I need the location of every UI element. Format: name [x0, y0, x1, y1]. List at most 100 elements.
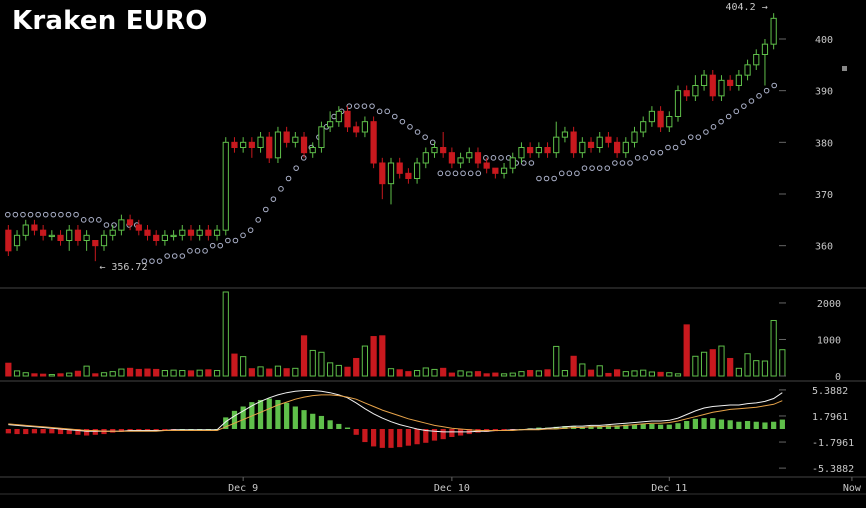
volume-bar — [48, 374, 55, 377]
volume-bar — [753, 360, 760, 377]
volume-bar — [13, 370, 21, 377]
volume-bar — [222, 291, 229, 377]
volume-bar — [231, 353, 238, 377]
candle-body — [187, 229, 195, 236]
volume-bar — [553, 345, 560, 377]
volume-bar — [57, 373, 64, 377]
x-tick-label: Dec 9 — [228, 483, 258, 494]
macd-hist-bar — [388, 429, 394, 448]
psar-dot — [278, 186, 284, 192]
psar-dot — [354, 103, 360, 109]
low-price-label: ← 356.72 — [99, 262, 147, 273]
volume-bar — [561, 370, 569, 377]
psar-dot — [209, 242, 216, 249]
macd-hist-bar — [75, 429, 81, 435]
candle-body — [100, 234, 108, 247]
volume-bar — [518, 371, 525, 377]
candle-body — [161, 234, 168, 241]
volume-bar — [387, 368, 395, 377]
candle-body — [222, 141, 229, 231]
psar-dot — [574, 170, 580, 177]
volume-bar — [135, 368, 142, 377]
macd-hist-bar — [266, 398, 272, 429]
candle-body — [31, 224, 38, 231]
macd-hist-bar — [710, 418, 716, 429]
candle-body — [57, 234, 64, 241]
candle-body — [118, 219, 125, 231]
volume-bar — [83, 365, 90, 377]
volume-bar — [666, 372, 673, 377]
volume-bar — [248, 368, 255, 377]
volume-bar — [118, 368, 125, 377]
candle-body — [422, 152, 429, 164]
candle-body — [492, 167, 499, 174]
psar-dot — [50, 211, 57, 218]
psar-dot — [369, 103, 375, 109]
macd-hist-bar — [92, 429, 98, 435]
candle-body — [413, 162, 421, 179]
volume-bar — [674, 373, 682, 377]
volume-bar — [614, 369, 621, 377]
volume-bar — [535, 370, 542, 377]
candle-body — [553, 136, 560, 154]
psar-dot — [619, 160, 626, 166]
x-tick-label: Now — [843, 483, 862, 494]
candle-body — [74, 229, 82, 242]
volume-bar — [257, 366, 264, 377]
psar-dot — [725, 113, 732, 120]
candle-body — [683, 90, 690, 97]
psar-dot — [483, 155, 489, 161]
candle-body — [266, 136, 273, 159]
volume-bar — [692, 355, 699, 377]
macd-hist-bar — [353, 429, 359, 435]
psar-dot — [642, 155, 649, 161]
psar-dot — [20, 211, 26, 218]
price-tick-label: 400 — [815, 35, 833, 46]
macd-hist-bar — [231, 410, 238, 429]
candle-body — [153, 234, 160, 241]
volume-bar — [179, 370, 186, 377]
psar-dot — [460, 170, 466, 177]
psar-dot — [703, 129, 709, 135]
volume-bar — [718, 345, 725, 377]
psar-dot — [687, 134, 694, 140]
candle-body — [509, 157, 516, 169]
candle-body — [135, 224, 142, 231]
psar-dot — [187, 248, 193, 254]
psar-dot — [536, 175, 542, 182]
candle-body — [657, 110, 664, 128]
volume-bar — [379, 335, 386, 377]
candle-body — [370, 121, 377, 164]
price-scroll-marker — [842, 66, 847, 71]
macd-hist-bar — [118, 429, 125, 432]
macd-hist-bar — [397, 429, 403, 448]
psar-dot — [665, 144, 671, 151]
candle-body — [213, 229, 221, 236]
volume-bar — [126, 367, 134, 377]
psar-dot — [589, 165, 595, 171]
candle-body — [396, 162, 403, 174]
volume-bar — [344, 366, 351, 377]
psar-dot — [111, 222, 117, 228]
psar-dot — [467, 170, 474, 177]
psar-dot — [247, 227, 254, 233]
psar-dot — [331, 113, 337, 120]
volume-bar — [770, 319, 777, 377]
psar-dot — [141, 258, 148, 264]
macd-hist-bar — [623, 424, 629, 429]
psar-dot — [604, 165, 611, 171]
macd-hist-bar — [223, 417, 229, 429]
volume-bar — [466, 371, 473, 377]
volume-bar — [187, 370, 195, 377]
psar-dot — [384, 108, 391, 115]
candle-body — [753, 54, 760, 66]
volume-bar — [570, 355, 577, 377]
psar-dot — [445, 170, 451, 177]
macd-hist-bar — [14, 429, 20, 435]
macd-hist-bar — [362, 429, 368, 443]
volume-tick-label: 1000 — [817, 335, 841, 346]
macd-hist-bar — [405, 429, 412, 446]
volume-bar — [292, 367, 299, 377]
volume-bar — [405, 371, 412, 377]
